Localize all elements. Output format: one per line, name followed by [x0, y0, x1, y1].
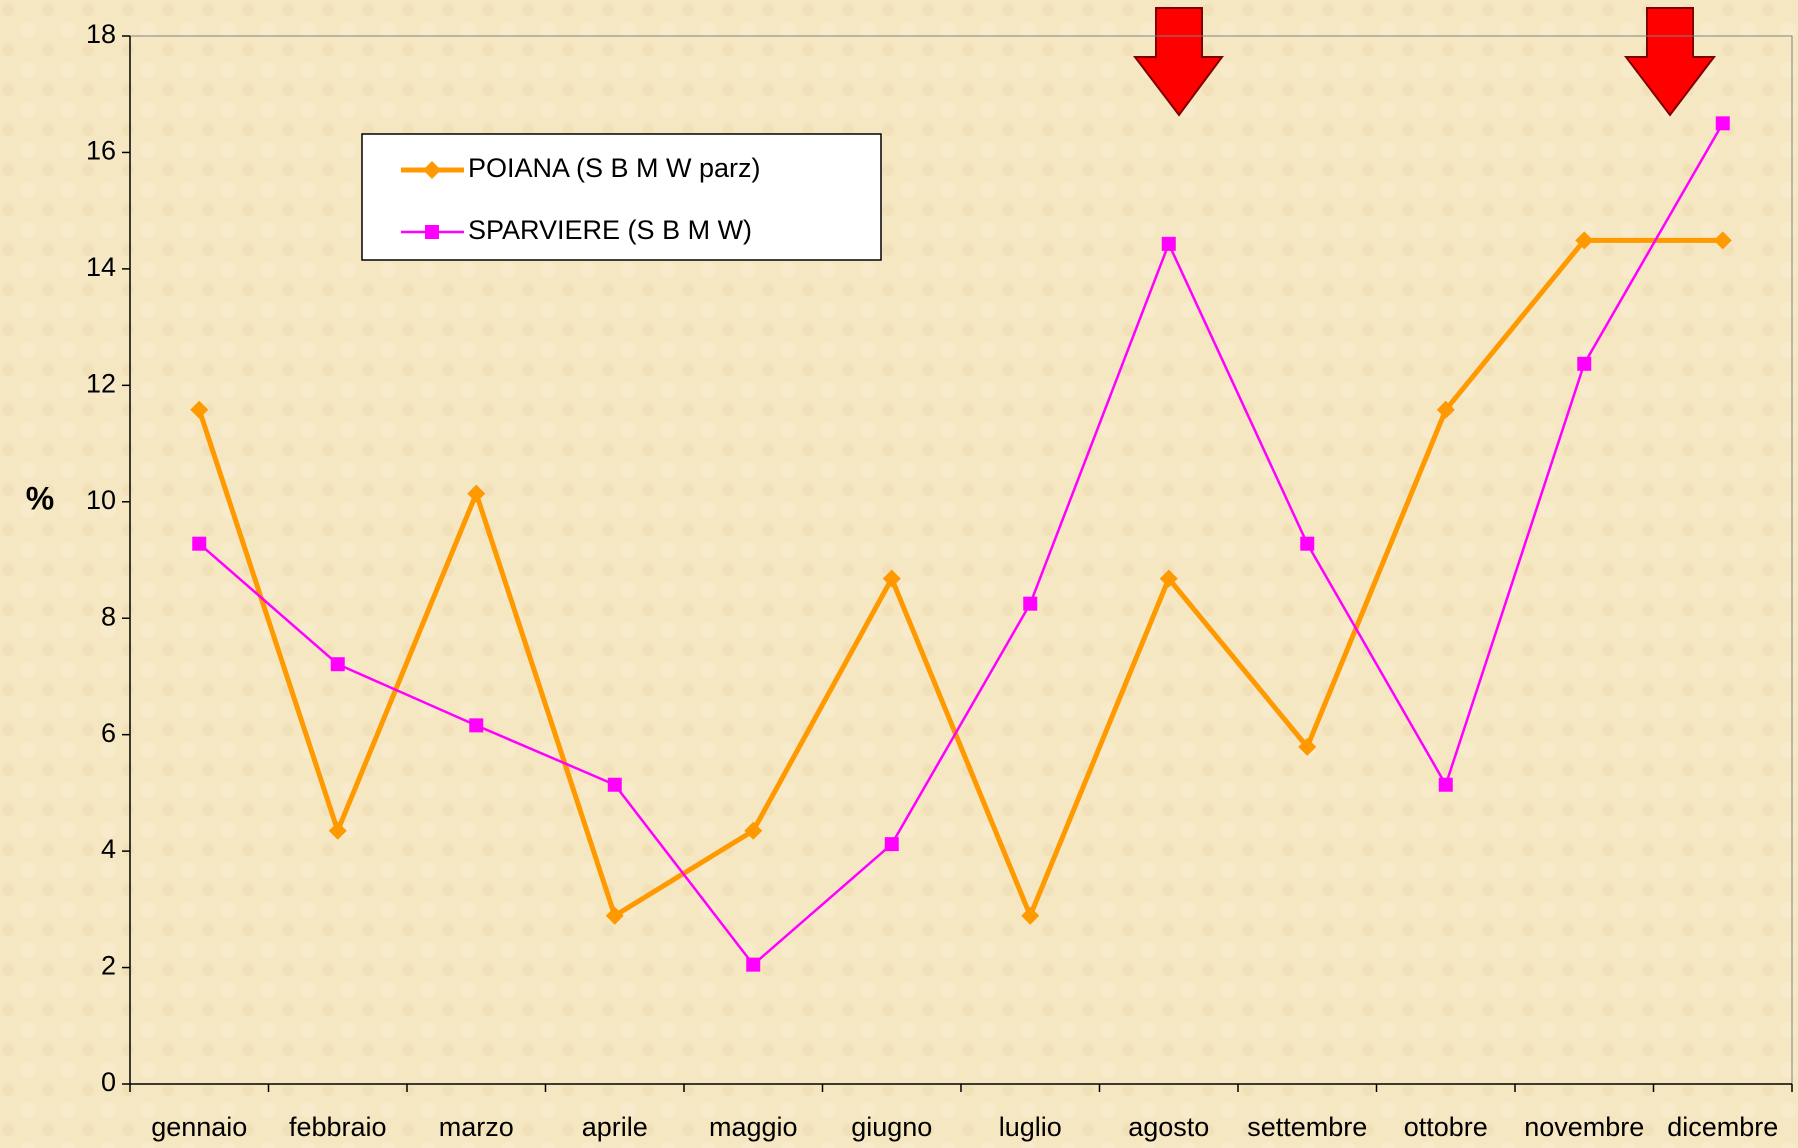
x-tick-label: giugno: [851, 1112, 932, 1142]
x-tick-label: aprile: [582, 1112, 648, 1142]
x-tick-label: dicembre: [1667, 1112, 1778, 1142]
point: [469, 718, 484, 733]
y-tick-label: 2: [101, 951, 116, 981]
arrow: [1132, 7, 1224, 117]
x-tick-label: marzo: [439, 1112, 514, 1142]
point: [1161, 236, 1176, 251]
y-tick-label: 14: [86, 252, 116, 282]
legend-marker: [425, 225, 439, 239]
x-tick-label: settembre: [1247, 1112, 1367, 1142]
x-tick-label: ottobre: [1404, 1112, 1488, 1142]
line: [198, 122, 1724, 966]
y-tick-label: 16: [86, 136, 116, 166]
y-tick-label: 8: [101, 601, 116, 631]
y-tick-label: 4: [101, 834, 116, 864]
y-tick-label: 18: [86, 19, 116, 49]
x-tick-label: agosto: [1128, 1112, 1209, 1142]
x-tick-label: luglio: [999, 1112, 1062, 1142]
point: [607, 777, 622, 792]
point: [467, 484, 486, 503]
point: [1438, 777, 1453, 792]
y-axis-label: %: [26, 480, 54, 516]
point: [1159, 569, 1178, 588]
series: [192, 116, 1730, 972]
point: [1023, 596, 1038, 611]
point: [1300, 536, 1315, 551]
legend-box: [361, 133, 882, 261]
point: [746, 957, 761, 972]
y-tick-label: 12: [86, 368, 116, 398]
point: [882, 569, 901, 588]
x-tick-label: novembre: [1524, 1112, 1644, 1142]
x-tick-label: maggio: [709, 1112, 798, 1142]
point: [330, 657, 345, 672]
point: [884, 837, 899, 852]
point: [605, 906, 624, 925]
line: [196, 237, 1723, 919]
arrow: [1623, 7, 1717, 117]
y-tick-label: 6: [101, 718, 116, 748]
legend: POIANA (S B M W parz) SPARVIERE (S B M W): [361, 133, 882, 261]
point: [1298, 737, 1317, 756]
point: [328, 821, 347, 840]
series: [190, 231, 1732, 925]
point: [1713, 231, 1732, 250]
x-tick-label: gennaio: [151, 1112, 247, 1142]
x-tick-label: febbraio: [289, 1112, 387, 1142]
point: [1577, 356, 1592, 371]
point: [192, 536, 207, 551]
y-tick-label: 10: [86, 485, 116, 515]
point: [190, 400, 209, 419]
y-tick-label: 0: [101, 1067, 116, 1097]
point: [1715, 116, 1730, 131]
point: [744, 821, 763, 840]
legend-label: POIANA (S B M W parz): [468, 153, 761, 183]
point: [1575, 231, 1594, 250]
legend-marker: [423, 161, 441, 179]
point: [1436, 400, 1455, 419]
legend-label: SPARVIERE (S B M W): [468, 215, 752, 245]
point: [1021, 906, 1040, 925]
